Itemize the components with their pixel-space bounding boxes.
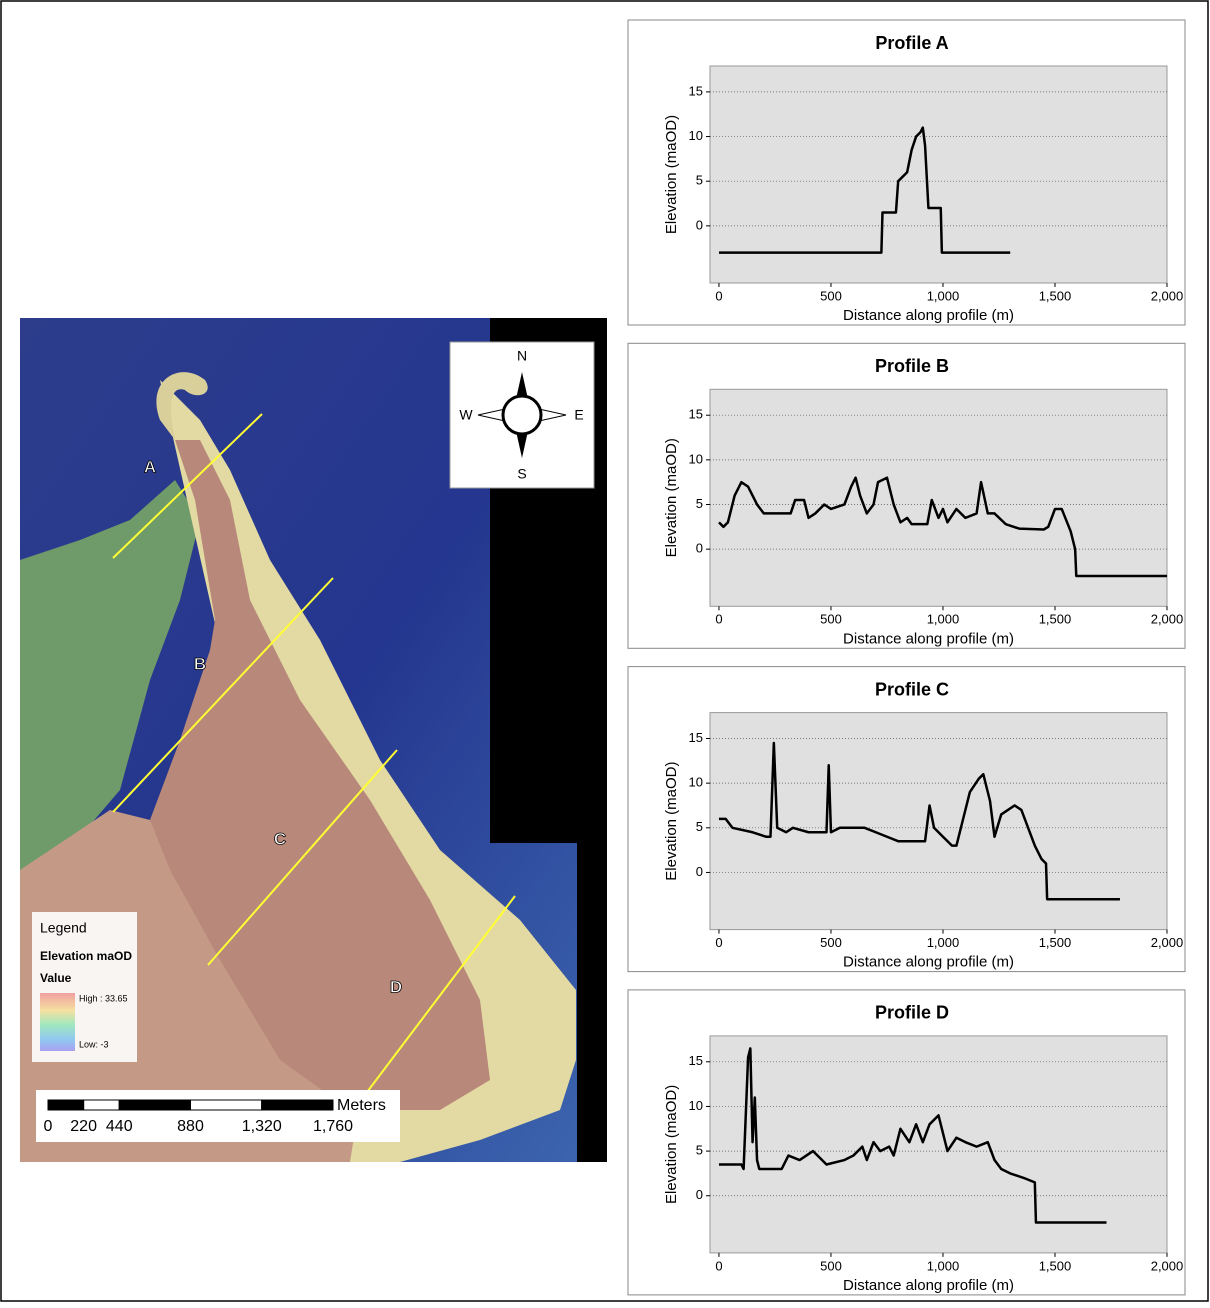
compass: N S W E bbox=[450, 342, 594, 488]
x-tick-label: 500 bbox=[820, 288, 842, 303]
legend-title: Legend bbox=[40, 920, 87, 936]
plot-area bbox=[710, 66, 1167, 283]
compass-n: N bbox=[517, 348, 527, 364]
legend-layer: Elevation maOD bbox=[40, 949, 132, 963]
y-axis-label: Elevation (maOD) bbox=[663, 438, 680, 557]
x-tick-label: 2,000 bbox=[1151, 288, 1184, 303]
y-tick-label: 5 bbox=[696, 819, 703, 834]
y-axis-label: Elevation (maOD) bbox=[663, 115, 680, 234]
y-tick-label: 10 bbox=[689, 1098, 703, 1113]
y-tick-label: 0 bbox=[696, 217, 703, 232]
y-tick-label: 5 bbox=[696, 173, 703, 188]
scale-bar: Meters 0 220 440 880 1,320 1,760 bbox=[36, 1090, 400, 1142]
chart-title: Profile D bbox=[875, 1003, 949, 1023]
chart-panel: Profile D 0 5 10 15 0 500 1,000 1,500 2,000 Distan… bbox=[628, 990, 1185, 1295]
map: A B C D N S W E Legend Elevation maOD Va… bbox=[20, 318, 607, 1162]
y-axis-label: Elevation (maOD) bbox=[663, 761, 680, 880]
x-tick-label: 1,000 bbox=[927, 935, 960, 950]
y-tick-label: 10 bbox=[689, 451, 703, 466]
scale-segment bbox=[48, 1100, 84, 1110]
scale-label: 1,760 bbox=[313, 1118, 353, 1135]
figure: A B C D N S W E Legend Elevation maOD Va… bbox=[0, 0, 1210, 1303]
scale-label: 880 bbox=[177, 1118, 204, 1135]
y-tick-label: 0 bbox=[696, 1187, 703, 1202]
chart-title: Profile A bbox=[875, 33, 948, 53]
compass-e: E bbox=[574, 407, 583, 423]
x-tick-label: 1,000 bbox=[927, 288, 960, 303]
legend-low: Low: -3 bbox=[79, 1039, 109, 1049]
y-tick-label: 5 bbox=[696, 496, 703, 511]
scale-segment bbox=[262, 1100, 333, 1110]
scale-label: 0 bbox=[44, 1118, 53, 1135]
x-axis-label: Distance along profile (m) bbox=[843, 307, 1014, 324]
y-tick-label: 0 bbox=[696, 864, 703, 879]
x-tick-label: 0 bbox=[715, 288, 722, 303]
legend-field: Value bbox=[40, 971, 72, 985]
plot-area bbox=[710, 1036, 1167, 1253]
plot-area bbox=[710, 389, 1167, 606]
x-tick-label: 500 bbox=[820, 612, 842, 627]
scale-label: 440 bbox=[106, 1118, 133, 1135]
compass-s: S bbox=[517, 466, 526, 482]
scale-label: 220 bbox=[70, 1118, 97, 1135]
scale-segment bbox=[84, 1100, 120, 1110]
chart-panel: Profile B 0 5 10 15 0 500 1,000 1,500 2,000 Distan… bbox=[628, 343, 1185, 648]
no-data bbox=[577, 843, 607, 1162]
legend: Legend Elevation maOD Value High : 33.65… bbox=[32, 912, 137, 1062]
profile-label: D bbox=[390, 977, 402, 996]
x-tick-label: 0 bbox=[715, 612, 722, 627]
chart-title: Profile B bbox=[875, 356, 949, 376]
chart-panel: Profile A 0 5 10 15 0 500 1,000 1,500 2,000 Distan… bbox=[628, 20, 1185, 325]
y-axis-label: Elevation (maOD) bbox=[663, 1085, 680, 1204]
x-tick-label: 2,000 bbox=[1151, 935, 1184, 950]
y-tick-label: 10 bbox=[689, 128, 703, 143]
compass-ring bbox=[503, 396, 541, 434]
scale-segment bbox=[191, 1100, 262, 1110]
x-tick-label: 2,000 bbox=[1151, 1258, 1184, 1273]
y-tick-label: 15 bbox=[689, 1053, 703, 1068]
plot-area bbox=[710, 713, 1167, 930]
y-tick-label: 10 bbox=[689, 775, 703, 790]
x-axis-label: Distance along profile (m) bbox=[843, 630, 1014, 647]
x-tick-label: 1,500 bbox=[1039, 612, 1072, 627]
chart-panel: Profile C 0 5 10 15 0 500 1,000 1,500 2,000 Distan… bbox=[628, 667, 1185, 972]
y-tick-label: 15 bbox=[689, 730, 703, 745]
scale-unit: Meters bbox=[337, 1097, 386, 1114]
profile-label: B bbox=[194, 654, 206, 673]
x-tick-label: 500 bbox=[820, 1258, 842, 1273]
scale-segment bbox=[119, 1100, 190, 1110]
y-tick-label: 0 bbox=[696, 541, 703, 556]
legend-high: High : 33.65 bbox=[79, 993, 128, 1003]
x-tick-label: 1,000 bbox=[927, 612, 960, 627]
x-tick-label: 1,500 bbox=[1039, 288, 1072, 303]
x-tick-label: 1,500 bbox=[1039, 935, 1072, 950]
x-tick-label: 1,000 bbox=[927, 1258, 960, 1273]
y-tick-label: 5 bbox=[696, 1143, 703, 1158]
compass-w: W bbox=[459, 407, 473, 423]
x-axis-label: Distance along profile (m) bbox=[843, 954, 1014, 971]
profile-label: A bbox=[144, 457, 156, 476]
y-tick-label: 15 bbox=[689, 83, 703, 98]
x-tick-label: 2,000 bbox=[1151, 612, 1184, 627]
y-tick-label: 15 bbox=[689, 407, 703, 422]
profile-label: C bbox=[274, 829, 286, 848]
x-tick-label: 500 bbox=[820, 935, 842, 950]
x-tick-label: 0 bbox=[715, 935, 722, 950]
color-ramp bbox=[40, 993, 75, 1051]
x-tick-label: 1,500 bbox=[1039, 1258, 1072, 1273]
x-axis-label: Distance along profile (m) bbox=[843, 1277, 1014, 1294]
x-tick-label: 0 bbox=[715, 1258, 722, 1273]
scale-label: 1,320 bbox=[242, 1118, 282, 1135]
chart-title: Profile C bbox=[875, 679, 949, 699]
